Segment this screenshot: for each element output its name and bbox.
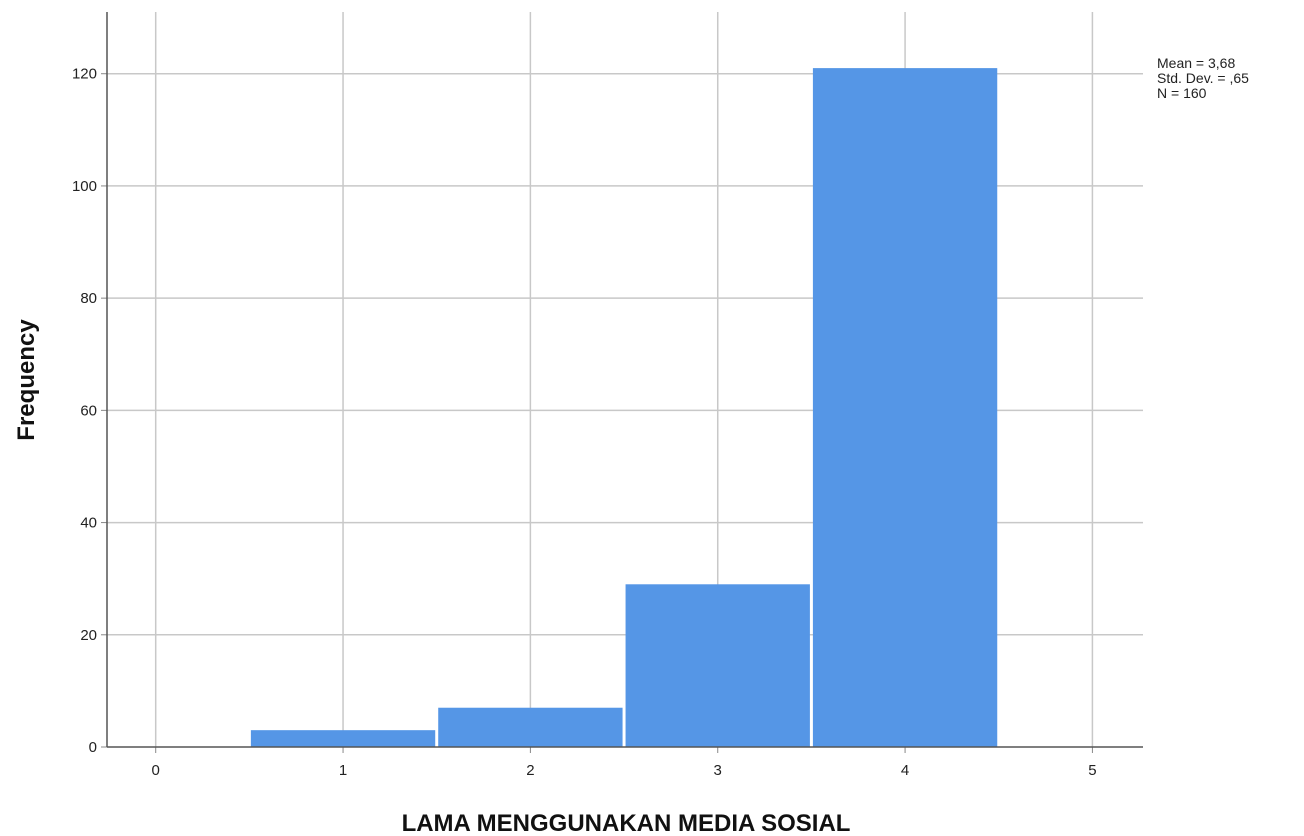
- y-tick-label: 0: [89, 739, 97, 756]
- histogram-bar: [812, 68, 998, 747]
- x-tick-label: 0: [152, 762, 160, 779]
- stat-n: N = 160: [1157, 85, 1207, 101]
- y-tick-label: 120: [72, 66, 97, 83]
- x-tick-labels: 0 1 2 3 4 5: [152, 762, 1097, 779]
- statistics-box: Mean = 3,68 Std. Dev. = ,65 N = 160: [1157, 56, 1249, 101]
- stat-mean: Mean = 3,68: [1157, 55, 1236, 71]
- histogram-bar: [438, 707, 623, 747]
- y-tick-labels: 0 20 40 60 80 100 120: [72, 66, 97, 756]
- y-tick-label: 60: [80, 402, 97, 419]
- bars: [250, 68, 998, 747]
- y-axis-title: Frequency: [13, 319, 40, 441]
- x-tick-label: 4: [901, 762, 909, 779]
- y-tick-label: 80: [80, 290, 97, 307]
- stat-std-dev: Std. Dev. = ,65: [1157, 70, 1249, 86]
- histogram-bar: [625, 584, 810, 747]
- x-tick-label: 2: [526, 762, 534, 779]
- x-axis-title: LAMA MENGGUNAKAN MEDIA SOSIAL: [402, 810, 851, 836]
- y-tick-label: 40: [80, 515, 97, 532]
- axes: [101, 12, 1143, 753]
- x-tick-label: 1: [339, 762, 347, 779]
- histogram-bar: [250, 730, 436, 747]
- y-tick-label: 20: [80, 627, 97, 644]
- x-tick-label: 5: [1088, 762, 1096, 779]
- y-tick-label: 100: [72, 178, 97, 195]
- x-tick-label: 3: [714, 762, 722, 779]
